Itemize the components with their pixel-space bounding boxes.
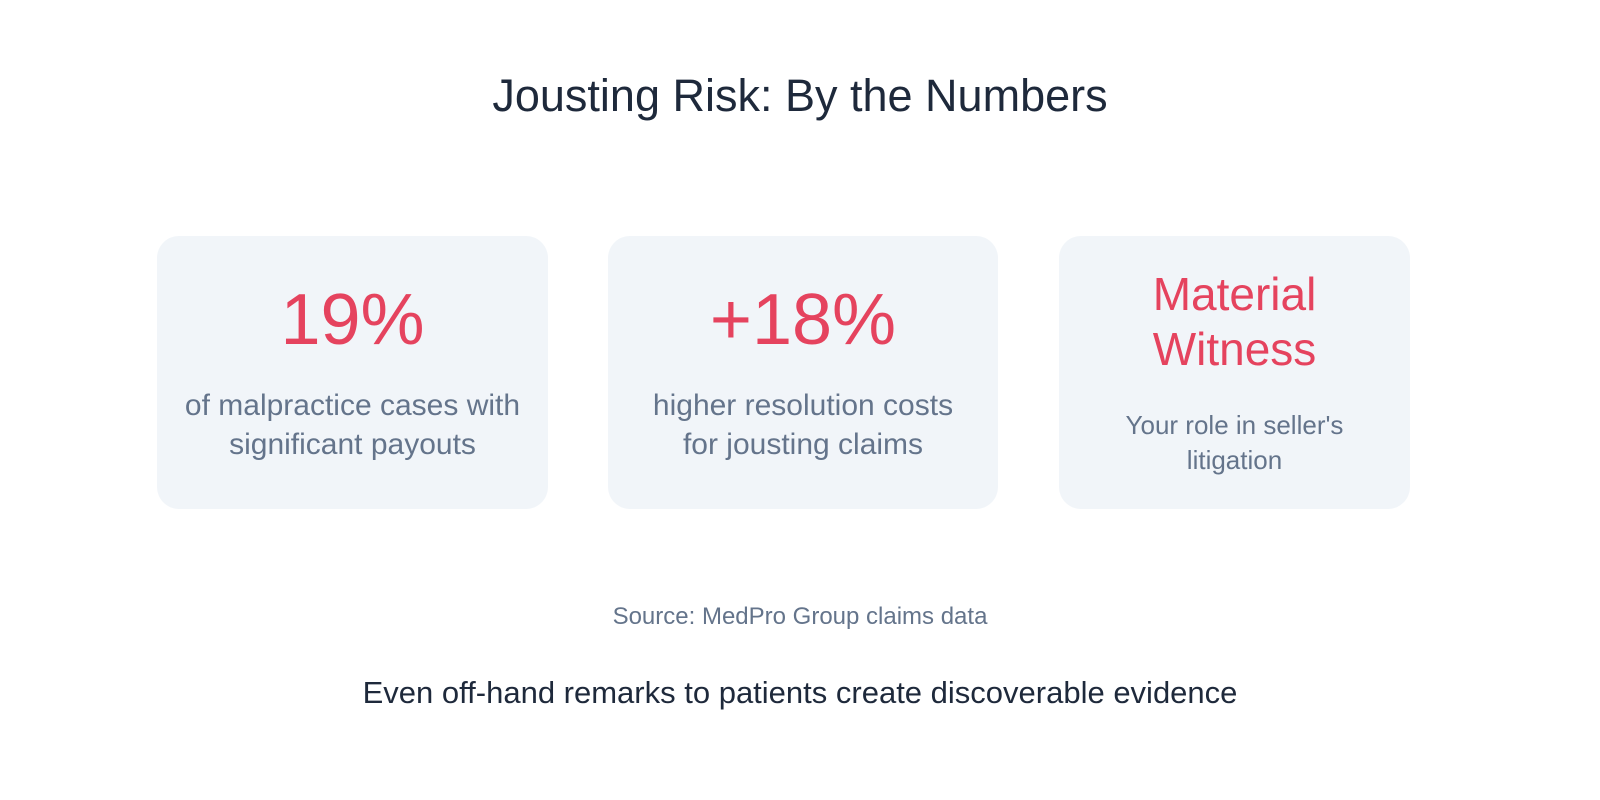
title: Jousting Risk: By the Numbers (492, 70, 1108, 121)
source: Source: MedPro Group claims data (612, 603, 988, 630)
stat-value: 19% (280, 279, 425, 360)
stat-card: Material Witness Your role in seller's l… (1059, 236, 1410, 509)
stat-value: Material Witness (1152, 268, 1317, 376)
stat-value: +18% (709, 279, 897, 360)
stat-description: of malpractice cases with significant pa… (184, 389, 521, 462)
stat-description: higher resolution costs for jousting cla… (652, 389, 954, 462)
stat-description: Your role in seller's litigation (1125, 409, 1344, 475)
footnote: Even off-hand remarks to patients create… (362, 675, 1238, 710)
stat-card: 19% of malpractice cases with significan… (157, 236, 548, 509)
stat-card: +18% higher resolution costs for joustin… (608, 236, 998, 509)
